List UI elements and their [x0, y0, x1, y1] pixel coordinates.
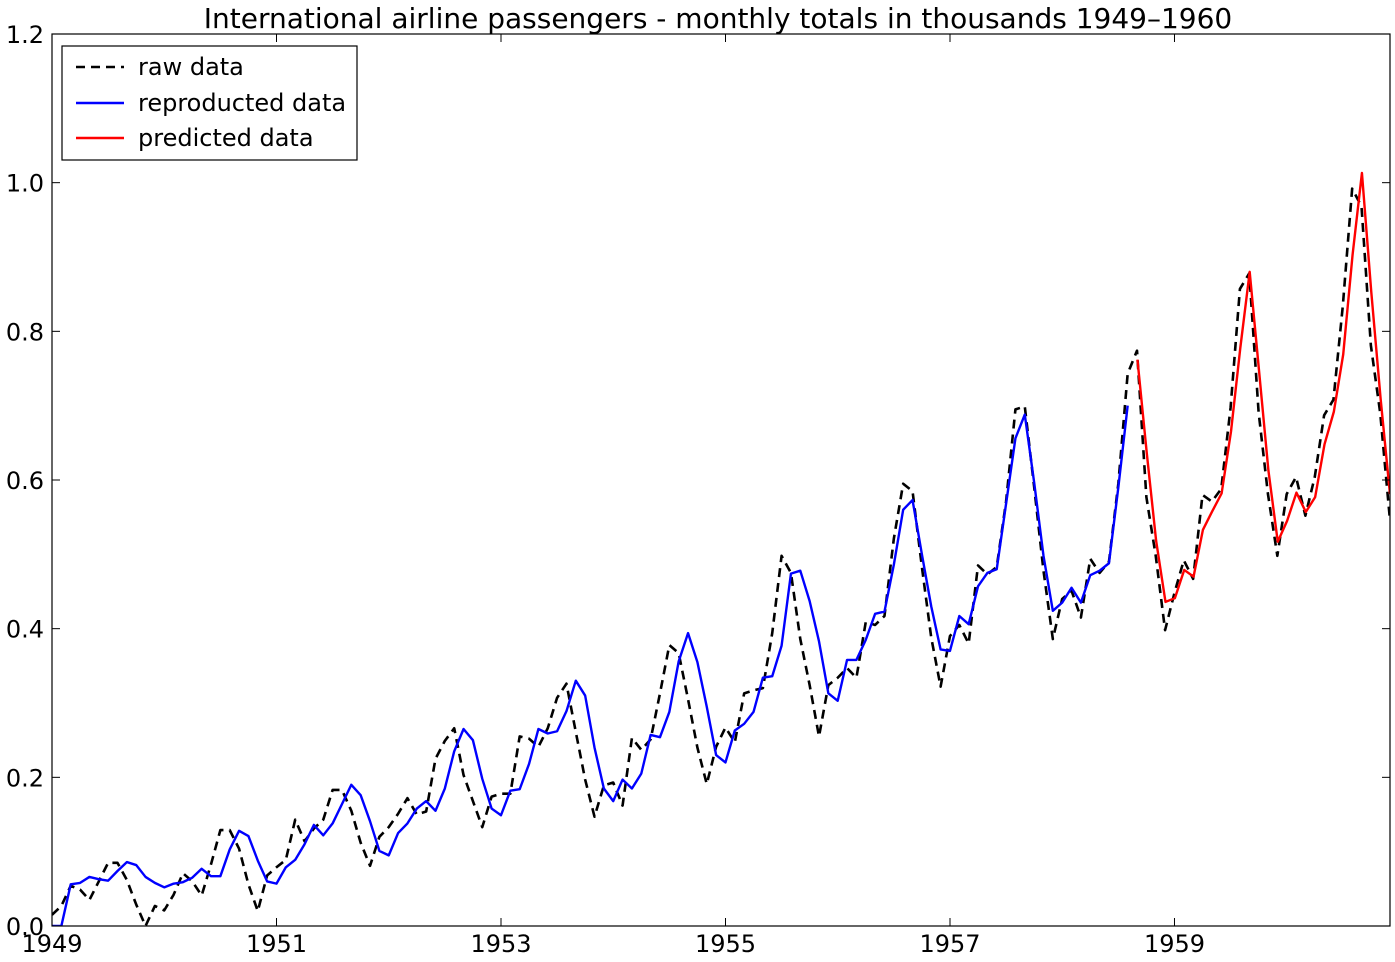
x-tick-label: 1959 [1144, 930, 1205, 958]
y-tick-label: 0.4 [6, 616, 44, 644]
legend-label-predicted-data: predicted data [138, 124, 314, 152]
series-layer [52, 171, 1390, 926]
y-tick-label: 0.8 [6, 318, 44, 346]
y-tick-label: 0.2 [6, 764, 44, 792]
series-line-reproducted-data [52, 405, 1129, 926]
legend-label-reproducted-data: reproducted data [138, 89, 346, 117]
series-line-predicted-data [1136, 171, 1390, 604]
x-tick-label: 1953 [470, 930, 531, 958]
legend: raw data reproducted data predicted data [61, 45, 358, 161]
y-tick-label: 1.2 [6, 21, 44, 49]
y-tick-label: 0.6 [6, 467, 44, 495]
x-tick-label: 1949 [21, 930, 82, 958]
x-tick-label: 1951 [246, 930, 307, 958]
series-line-raw-data [52, 187, 1390, 926]
y-tick-label: 1.0 [6, 170, 44, 198]
chart-title: International airline passengers - month… [204, 2, 1233, 35]
x-tick-label: 1957 [919, 930, 980, 958]
y-tick-label: 0.0 [6, 913, 44, 941]
tick-layer: 1949 1951 1953 1955 1957 1959 0.0 0.2 0.4 0.6 0.8 1… [6, 21, 1390, 958]
x-tick-label: 1955 [695, 930, 756, 958]
plot-frame [51, 33, 1391, 927]
legend-label-raw-data: raw data [138, 53, 244, 81]
